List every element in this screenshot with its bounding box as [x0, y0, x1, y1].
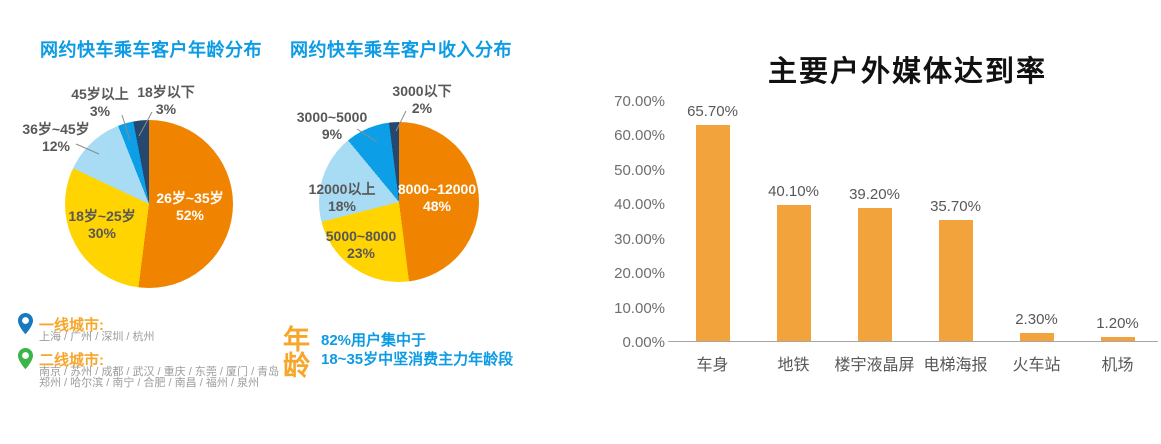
bar-dianti [938, 219, 973, 341]
pie1-slice-label-36-45: 36岁~45岁 12% [22, 121, 90, 154]
bar-value-label: 2.30% [1015, 311, 1058, 329]
age-note-line1: 82%用户集中于 [321, 332, 427, 349]
map-pin-icon-tier2 [18, 348, 33, 370]
bar-huochezhan [1019, 333, 1054, 341]
bar-slot-cheshen: 65.70% [672, 103, 753, 341]
tier2-cities-list-line2: 郑州 / 哈尔滨 / 南宁 / 合肥 / 南昌 / 福州 / 泉州 [39, 377, 260, 389]
bar-chart-x-labels: 车身 地铁 楼宇液晶屏 电梯海报 火车站 机场 [672, 351, 1158, 375]
x-label-ditie: 地铁 [777, 357, 810, 374]
x-label-cheshen: 车身 [696, 357, 729, 374]
bar-value-label: 65.70% [687, 103, 738, 120]
bar-slot-dianti: 35.70% [915, 103, 996, 341]
x-label-louyu: 楼宇液晶屏 [834, 357, 915, 374]
map-pin-icon-tier1 [18, 313, 33, 335]
bar-value-label: 35.70% [930, 197, 981, 215]
tier1-cities-heading: 一线城市: [39, 317, 104, 334]
pie2-title: 网约快车乘车客户收入分布 [290, 40, 512, 60]
pie1-title: 网约快车乘车客户年龄分布 [40, 40, 262, 60]
x-label-huochezhan: 火车站 [1012, 357, 1061, 374]
pie1-slice-label-45plus: 45岁以上 3% [71, 86, 129, 119]
bar-chart-y-axis: 70.00% 60.00% 50.00% 40.00% 30.00% 20.00… [575, 93, 665, 351]
pie2-slice-label-12000plus: 12000以上 18% [308, 181, 376, 214]
tier2-cities-heading: 二线城市: [39, 352, 104, 369]
bar-chart-x-axis-line [668, 341, 1158, 342]
y-tick: 30.00% [614, 230, 665, 248]
y-tick: 70.00% [614, 93, 665, 110]
y-tick: 40.00% [614, 196, 665, 214]
bar-value-label: 1.20% [1096, 314, 1139, 332]
y-tick: 20.00% [614, 265, 665, 283]
pie1-slice-label-26-35: 26岁~35岁 52% [156, 190, 224, 223]
bar-value-label: 40.10% [768, 182, 819, 200]
bar-jichang [1100, 336, 1135, 341]
pie2-slice-label-8000-12000: 8000~12000 48% [397, 181, 477, 214]
y-tick: 50.00% [614, 161, 665, 179]
x-label-dianti: 电梯海报 [923, 357, 988, 374]
x-label-jichang: 机场 [1101, 357, 1134, 374]
age-note-text: 82%用户集中于 18~35岁中坚消费主力年龄段 [321, 331, 513, 369]
bar-chart-plot-area: 65.70% 40.10% 39.20% 35.70% 2.30% 1.20% [672, 103, 1158, 341]
bar-chart-title: 主要户外媒体达到率 [768, 56, 1048, 88]
pie1-slice-label-under18: 18岁以下 3% [137, 84, 195, 117]
age-keyword: 年龄 [283, 325, 310, 381]
bar-slot-jichang: 1.20% [1077, 103, 1158, 341]
bar-slot-huochezhan: 2.30% [996, 103, 1077, 341]
bar-ditie [776, 204, 811, 341]
bar-slot-ditie: 40.10% [753, 103, 834, 341]
pie1-slice-label-18-25: 18岁~25岁 30% [68, 208, 136, 241]
tier2-cities-list-line1: 南京 / 苏州 / 成都 / 武汉 / 重庆 / 东莞 / 厦门 / 青岛 [39, 366, 280, 378]
y-tick: 10.00% [614, 299, 665, 317]
bar-value-label: 39.20% [849, 185, 900, 203]
bar-cheshen [695, 125, 730, 341]
bar-louyu [857, 207, 892, 341]
bar-slot-louyu: 39.20% [834, 103, 915, 341]
y-tick: 60.00% [614, 127, 665, 145]
pie2-slice-label-below3000: 3000以下 2% [392, 83, 452, 116]
age-note-line2: 18~35岁中坚消费主力年龄段 [321, 351, 514, 368]
y-tick: 0.00% [622, 333, 665, 351]
tier1-cities-list: 上海 / 广州 / 深圳 / 杭州 [39, 331, 155, 343]
pie2-slice-label-3000-5000: 3000~5000 9% [296, 109, 368, 142]
income-pie-chart [319, 122, 479, 282]
pie2-slice-label-5000-8000: 5000~8000 23% [325, 228, 397, 261]
